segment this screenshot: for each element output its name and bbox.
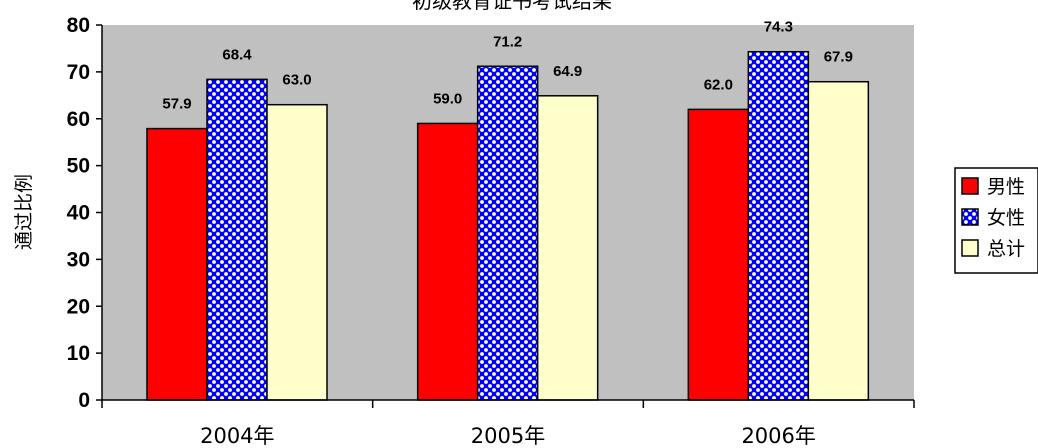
legend-swatch bbox=[961, 177, 979, 195]
bar-0-0 bbox=[146, 127, 208, 401]
legend-label: 女性 bbox=[987, 207, 1025, 229]
bar-2-1 bbox=[536, 95, 599, 401]
data-label: 74.3 bbox=[764, 19, 793, 36]
y-tick-label: 70 bbox=[67, 61, 90, 84]
bar-0-1 bbox=[416, 122, 479, 401]
bars-group bbox=[146, 50, 870, 401]
chart-title: 初级教育证书考试结果 bbox=[412, 0, 612, 13]
y-tick-label: 20 bbox=[67, 295, 90, 318]
data-label: 63.0 bbox=[282, 72, 311, 89]
data-label: 67.9 bbox=[824, 49, 853, 66]
y-tick-label: 60 bbox=[67, 108, 90, 131]
bar-1-0 bbox=[206, 78, 268, 401]
data-label: 68.4 bbox=[222, 46, 252, 63]
x-axis-ticks: 2004年 2005年 2006年 bbox=[101, 400, 915, 448]
y-tick-label: 0 bbox=[78, 389, 90, 412]
bar-1-2 bbox=[747, 50, 810, 401]
y-axis-ticks: 0 10 20 30 40 50 60 70 80 bbox=[67, 14, 102, 412]
legend-swatch bbox=[961, 208, 979, 226]
x-tick-label: 2006年 bbox=[741, 424, 815, 448]
y-tick-label: 50 bbox=[67, 155, 90, 178]
bar-0-2 bbox=[687, 108, 750, 401]
y-tick-label: 10 bbox=[67, 342, 90, 365]
y-tick-label: 80 bbox=[67, 14, 90, 37]
data-label: 57.9 bbox=[162, 96, 191, 113]
data-label: 64.9 bbox=[553, 63, 582, 80]
bar-1-1 bbox=[476, 65, 539, 401]
data-labels-group: 57.9 59.0 62.0 68.4 71.2 74.3 63.0 64.9 67.9 bbox=[162, 19, 853, 113]
legend-label: 总计 bbox=[987, 238, 1025, 260]
y-tick-label: 40 bbox=[67, 202, 90, 225]
x-tick-label: 2004年 bbox=[200, 424, 274, 448]
x-tick-label: 2005年 bbox=[471, 424, 545, 448]
y-tick-label: 30 bbox=[67, 248, 90, 271]
y-axis-label: 通过比例 bbox=[13, 174, 35, 250]
bar-2-2 bbox=[807, 80, 870, 401]
legend-label: 男性 bbox=[987, 176, 1025, 198]
data-label: 71.2 bbox=[493, 33, 522, 50]
legend-swatch bbox=[961, 239, 979, 257]
data-label: 62.0 bbox=[704, 76, 733, 93]
data-label: 59.0 bbox=[433, 90, 462, 107]
bar-2-0 bbox=[266, 103, 328, 401]
